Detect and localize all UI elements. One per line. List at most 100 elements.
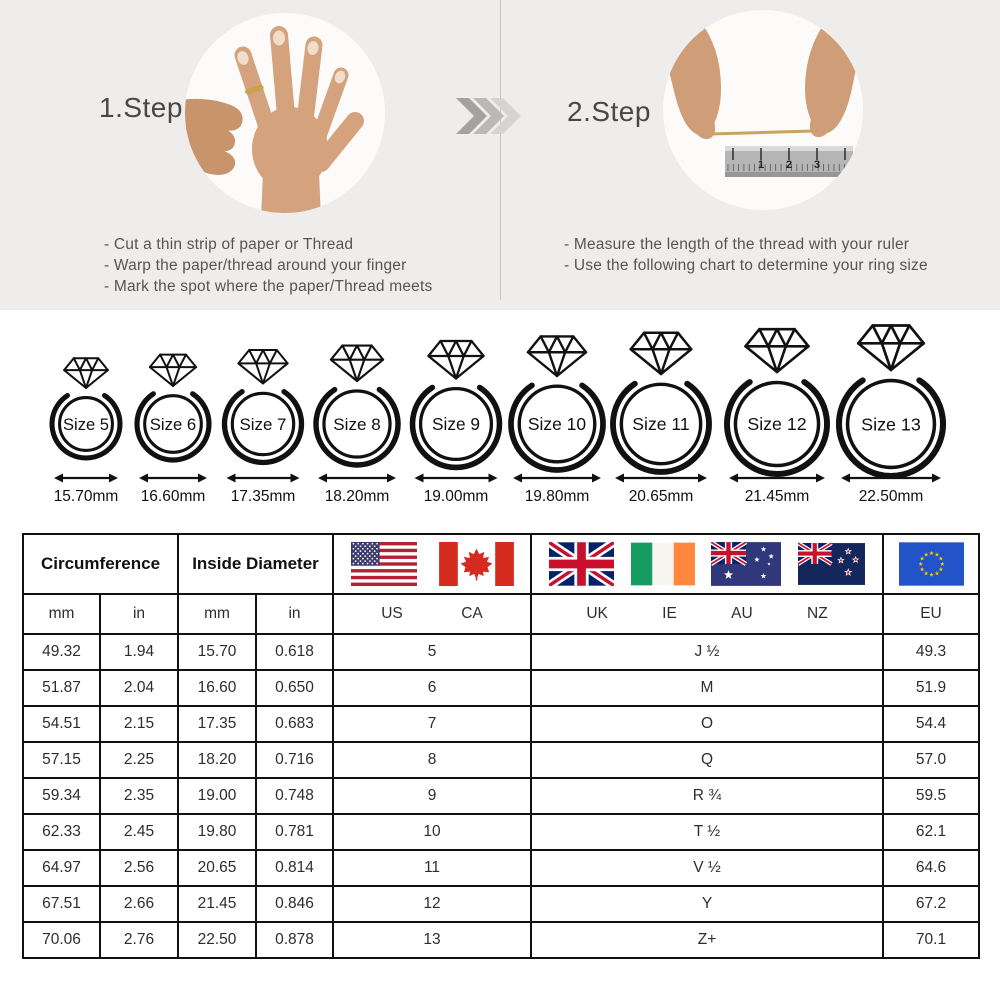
ring-diameter-label: 17.35mm [231, 488, 296, 505]
ie-flag-icon [630, 542, 695, 586]
table-cell: 15.70 [177, 633, 257, 671]
table-cell: 2.35 [99, 777, 179, 815]
arrow-left-head [139, 473, 148, 483]
table-cell: 0.618 [255, 633, 334, 671]
ruler-number: 3 [814, 159, 820, 171]
ring-illustration: Size 9 19.00mm [409, 339, 503, 505]
ca-flag-icon [438, 542, 514, 586]
table-cell: 0.878 [255, 921, 334, 959]
table-cell: 2.04 [99, 669, 179, 707]
arrow-left-head [414, 473, 424, 483]
ring-diameter-label: 16.60mm [141, 488, 206, 505]
thread [709, 129, 815, 136]
table-cell: 0.781 [255, 813, 334, 851]
ring-size-label: Size 11 [632, 414, 689, 434]
arrow-left-head [615, 473, 624, 483]
ring-illustration: Size 6 16.60mm [134, 353, 212, 505]
table-cell: 51.9 [882, 669, 980, 707]
table-cell: 10 [332, 813, 532, 851]
unit-header-3: in [255, 593, 334, 635]
table-cell: 67.51 [22, 885, 101, 923]
table-cell: J ½ [530, 633, 884, 671]
table-cell: 2.56 [99, 849, 179, 887]
table-row: 51.87 2.04 16.60 0.650 6 M 51.9 [22, 669, 980, 707]
us-ca-flags-cell [332, 533, 532, 595]
chevron-right-icon [473, 98, 504, 134]
diamond-icon [744, 327, 810, 374]
table-cell: 54.4 [882, 705, 980, 743]
table-cell: 12 [332, 885, 532, 923]
ring-band [835, 377, 947, 479]
uk-flag-icon [548, 542, 614, 586]
diamond-icon [329, 344, 385, 383]
arrow-right-head [698, 473, 707, 483]
table-cell: 62.33 [22, 813, 101, 851]
hand-illustration [185, 26, 364, 213]
hand-palm [252, 107, 328, 213]
table-cell: 20.65 [177, 849, 257, 887]
arrow-right-head [109, 473, 118, 483]
table-cell: 11 [332, 849, 532, 887]
ruler-number: 1 [758, 159, 764, 171]
measuring-illustration: 1 2 3 [663, 10, 863, 177]
us-flag-icon [350, 542, 417, 586]
uk-ie-au-nz-labels-cell: UK IE AU NZ [530, 593, 884, 635]
region-label-ca: CA [461, 605, 483, 622]
table-cell: 59.5 [882, 777, 980, 815]
ring-size-table: Circumference Inside Diameter mm in mm in U… [22, 533, 980, 959]
arrow-left-head [54, 473, 63, 483]
table-cell: Z+ [530, 921, 884, 959]
ring-size-label: Size 8 [333, 415, 380, 434]
diamond-icon [629, 331, 693, 376]
instruction-line: - Measure the length of the thread with … [564, 236, 910, 253]
step2-title: 2.Step [567, 96, 651, 127]
table-cell: V ½ [530, 849, 884, 887]
eu-label-cell: EU [882, 593, 980, 635]
table-cell: 13 [332, 921, 532, 959]
eu-flag-cell [882, 533, 980, 595]
ring-size-label: Size 10 [528, 414, 586, 434]
arrow-right-head [488, 473, 498, 483]
table-cell: 19.00 [177, 777, 257, 815]
ring-band [221, 389, 305, 466]
table-row: 62.33 2.45 19.80 0.781 10 T ½ 62.1 [22, 813, 980, 851]
table-units-row: mm in mm in US CA UK IE AU NZ EU [22, 593, 980, 635]
table-cell: 21.45 [177, 885, 257, 923]
ring-size-label: Size 13 [861, 414, 921, 434]
table-cell: M [530, 669, 884, 707]
ring-diameter-label: 19.00mm [424, 488, 489, 505]
ruler-number: 2 [786, 159, 792, 171]
step1-photo [185, 13, 385, 213]
table-cell: 2.45 [99, 813, 179, 851]
ring-band [610, 380, 712, 475]
table-row: 59.34 2.35 19.00 0.748 9 R ¾ 59.5 [22, 777, 980, 815]
region-label-au: AU [731, 605, 753, 622]
instruction-line: - Mark the spot where the paper/Thread m… [104, 278, 433, 295]
diamond-icon [856, 324, 926, 372]
table-row: 49.32 1.94 15.70 0.618 5 J ½ 49.3 [22, 633, 980, 671]
left-hand [663, 10, 721, 140]
circumference-header: Circumference [22, 533, 179, 595]
table-cell: 2.76 [99, 921, 179, 959]
table-cell: 19.80 [177, 813, 257, 851]
table-cell: 1.94 [99, 633, 179, 671]
arrow-right-head [816, 473, 825, 483]
ring-illustration: Size 5 15.70mm [49, 357, 123, 505]
arrow-right-head [290, 473, 300, 483]
table-cell: 0.846 [255, 885, 334, 923]
ring-size-label: Size 5 [63, 415, 109, 434]
step-divider-line [500, 0, 501, 300]
table-cell: 57.0 [882, 741, 980, 779]
ring-diameter-label: 19.80mm [525, 488, 590, 505]
unit-header-1: in [99, 593, 179, 635]
second-hand [185, 98, 243, 175]
table-row: 54.51 2.15 17.35 0.683 7 O 54.4 [22, 705, 980, 743]
table-cell: 51.87 [22, 669, 101, 707]
region-label-uk: UK [586, 605, 608, 622]
ring-illustration: Size 7 17.35mm [221, 349, 305, 505]
table-cell: 0.748 [255, 777, 334, 815]
ring-illustration: Size 8 18.20mm [313, 344, 401, 505]
ring-sizes-diagram: Size 5 15.70mm Size 6 16.60mm [0, 310, 1000, 533]
nz-flag-icon [798, 542, 866, 585]
step1-instructions: - Cut a thin strip of paper or Thread - W… [104, 234, 432, 297]
